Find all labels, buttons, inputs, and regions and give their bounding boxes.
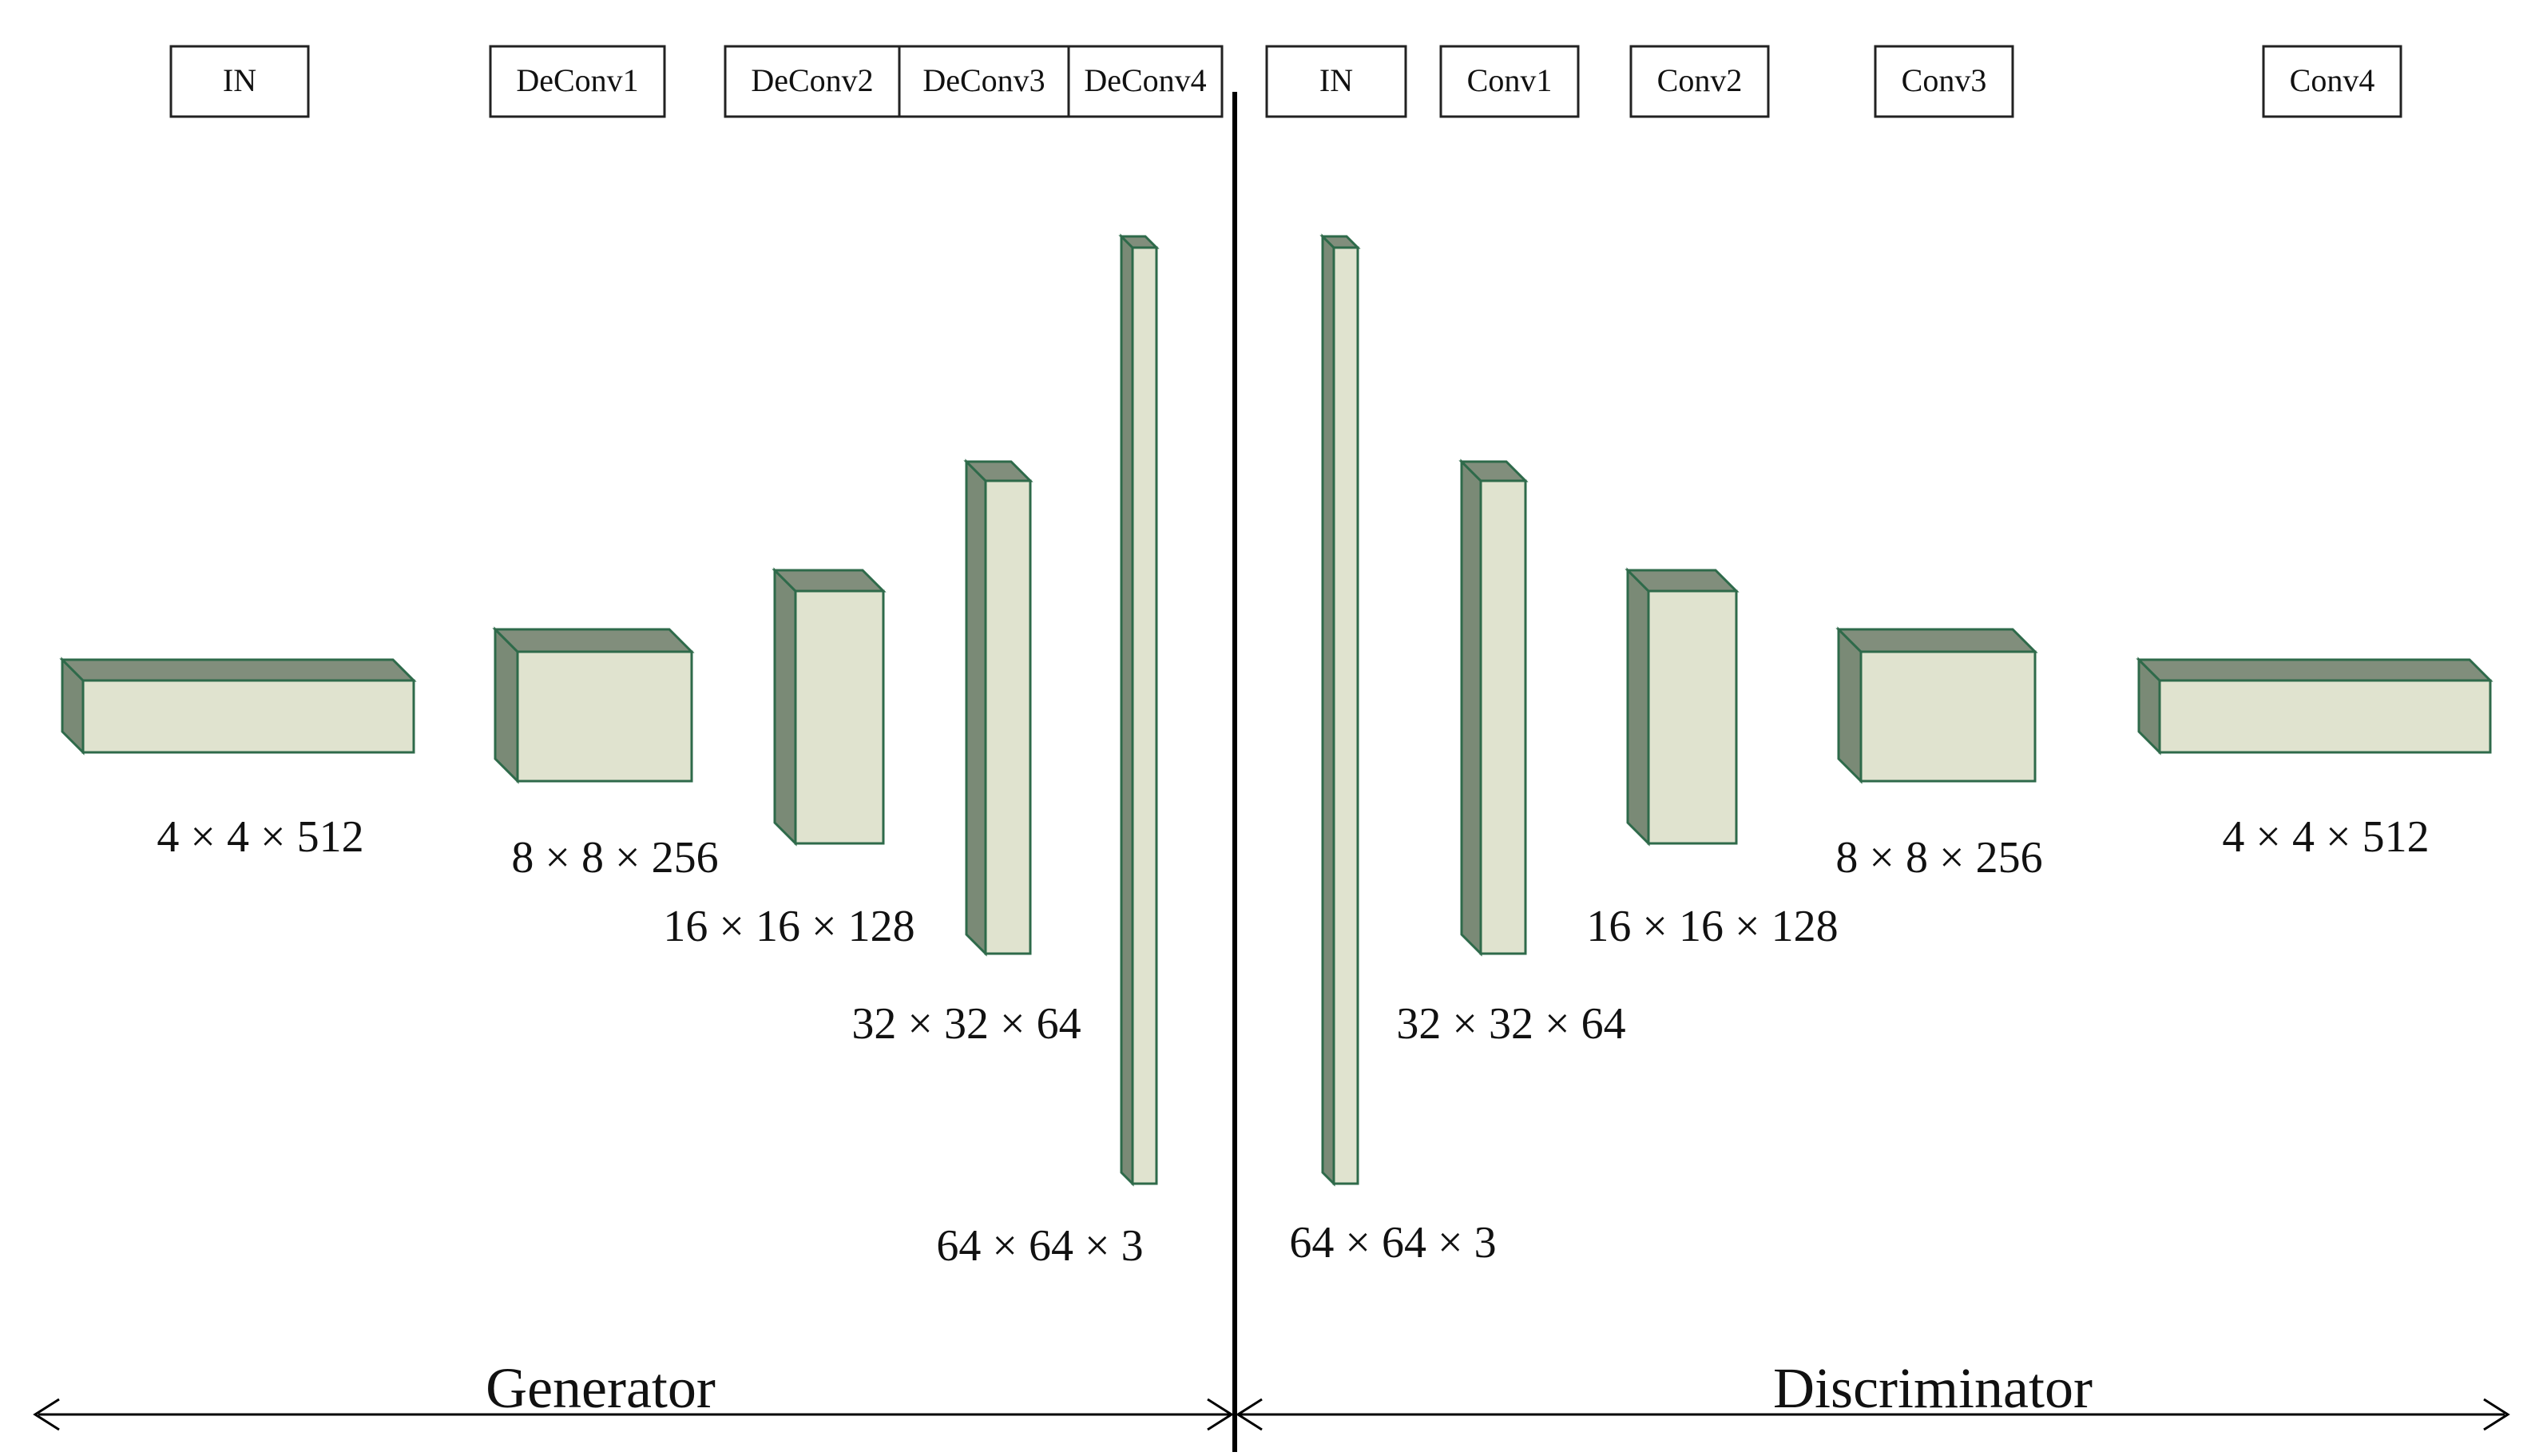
block-gen-deconv1 bbox=[492, 626, 695, 784]
header-deconv3-label: DeConv3 bbox=[922, 62, 1045, 98]
block-gen-deconv3-front-face bbox=[984, 479, 1032, 955]
block-gen-deconv3-side-face bbox=[965, 458, 987, 957]
block-gen-deconv1-top-face bbox=[492, 628, 695, 653]
block-gen-deconv2-front-face bbox=[794, 589, 885, 845]
header-conv1: Conv1 bbox=[1439, 45, 1580, 118]
feature-map-blocks bbox=[59, 233, 2493, 1187]
header-gen-in: IN bbox=[169, 45, 310, 118]
header-disc-in: IN bbox=[1265, 45, 1407, 118]
header-deconv2-label: DeConv2 bbox=[751, 62, 873, 98]
dim-disc-64x64x3: 64 × 64 × 3 bbox=[1289, 1218, 1496, 1268]
dim-disc-4x4x512: 4 × 4 × 512 bbox=[2222, 812, 2429, 862]
dim-gen-16x16x128: 16 × 16 × 128 bbox=[663, 902, 914, 951]
block-disc-conv2-front-face bbox=[1647, 589, 1738, 845]
block-disc-conv1 bbox=[1458, 458, 1529, 957]
discriminator-dimension-labels: 64 × 64 × 3 32 × 32 × 64 16 × 16 × 128 8… bbox=[1289, 812, 2429, 1268]
header-conv2: Conv2 bbox=[1629, 45, 1770, 118]
header-disc-in-label: IN bbox=[1319, 62, 1353, 98]
dim-gen-64x64x3: 64 × 64 × 3 bbox=[936, 1221, 1143, 1271]
block-disc-conv2-top-face bbox=[1625, 569, 1740, 593]
block-disc-conv3 bbox=[1835, 626, 2038, 784]
dim-gen-8x8x256: 8 × 8 × 256 bbox=[511, 833, 718, 883]
block-disc-conv3-front-face bbox=[1859, 650, 2037, 783]
block-disc-conv4-front-face bbox=[2158, 679, 2492, 754]
header-deconv1-label: DeConv1 bbox=[516, 62, 638, 98]
block-gen-deconv1-front-face bbox=[516, 650, 693, 783]
block-disc-conv2 bbox=[1625, 567, 1740, 847]
generator-dimension-labels: 4 × 4 × 512 8 × 8 × 256 16 × 16 × 128 32… bbox=[157, 812, 1143, 1271]
header-deconv3: DeConv3 bbox=[898, 45, 1070, 118]
discriminator-span-arrow bbox=[1236, 1398, 2510, 1431]
header-conv4-label: Conv4 bbox=[2290, 62, 2375, 98]
block-gen-in-top-face bbox=[59, 658, 417, 682]
block-gen-deconv2 bbox=[772, 567, 887, 847]
block-disc-conv3-top-face bbox=[1835, 628, 2038, 653]
block-gen-in-front-face bbox=[81, 679, 415, 754]
block-gen-deconv2-top-face bbox=[772, 569, 887, 593]
header-conv2-label: Conv2 bbox=[1657, 62, 1743, 98]
block-gen-deconv4-front-face bbox=[1131, 246, 1158, 1185]
header-conv3: Conv3 bbox=[1874, 45, 2014, 118]
dim-disc-16x16x128: 16 × 16 × 128 bbox=[1586, 902, 1838, 951]
dim-gen-4x4x512: 4 × 4 × 512 bbox=[157, 812, 363, 862]
block-gen-deconv4-side-face bbox=[1120, 233, 1134, 1187]
block-gen-deconv2-side-face bbox=[773, 567, 797, 847]
block-gen-deconv1-side-face bbox=[494, 626, 519, 784]
block-gen-deconv4 bbox=[1118, 233, 1160, 1187]
dim-gen-32x32x64: 32 × 32 × 64 bbox=[851, 999, 1081, 1049]
block-disc-in bbox=[1319, 233, 1361, 1187]
header-deconv2: DeConv2 bbox=[724, 45, 901, 118]
generator-label: Generator bbox=[486, 1356, 716, 1420]
block-disc-conv1-front-face bbox=[1479, 479, 1527, 955]
block-disc-conv2-side-face bbox=[1626, 567, 1650, 847]
header-deconv4-label: DeConv4 bbox=[1084, 62, 1206, 98]
header-gen-in-label: IN bbox=[223, 62, 256, 98]
header-conv1-label: Conv1 bbox=[1467, 62, 1553, 98]
block-disc-in-side-face bbox=[1321, 233, 1335, 1187]
block-disc-conv4-top-face bbox=[2136, 658, 2493, 682]
block-disc-conv4 bbox=[2136, 657, 2493, 756]
block-disc-in-front-face bbox=[1332, 246, 1359, 1185]
dim-disc-8x8x256: 8 × 8 × 256 bbox=[1835, 833, 2042, 883]
block-gen-deconv3 bbox=[963, 458, 1033, 957]
block-gen-in bbox=[59, 657, 417, 756]
header-deconv4: DeConv4 bbox=[1067, 45, 1224, 118]
header-conv4: Conv4 bbox=[2262, 45, 2402, 118]
discriminator-label: Discriminator bbox=[1773, 1356, 2093, 1420]
block-disc-conv3-side-face bbox=[1837, 626, 1863, 784]
discriminator-headers: IN Conv1 Conv2 Conv3 Conv4 bbox=[1265, 45, 2402, 118]
generator-span-arrow bbox=[33, 1398, 1234, 1431]
header-deconv1: DeConv1 bbox=[489, 45, 666, 118]
generator-headers: IN DeConv1 DeConv2 DeConv3 DeConv4 bbox=[169, 45, 1224, 118]
header-conv3-label: Conv3 bbox=[1902, 62, 1987, 98]
dim-disc-32x32x64: 32 × 32 × 64 bbox=[1396, 999, 1625, 1049]
block-disc-conv1-side-face bbox=[1460, 458, 1482, 957]
